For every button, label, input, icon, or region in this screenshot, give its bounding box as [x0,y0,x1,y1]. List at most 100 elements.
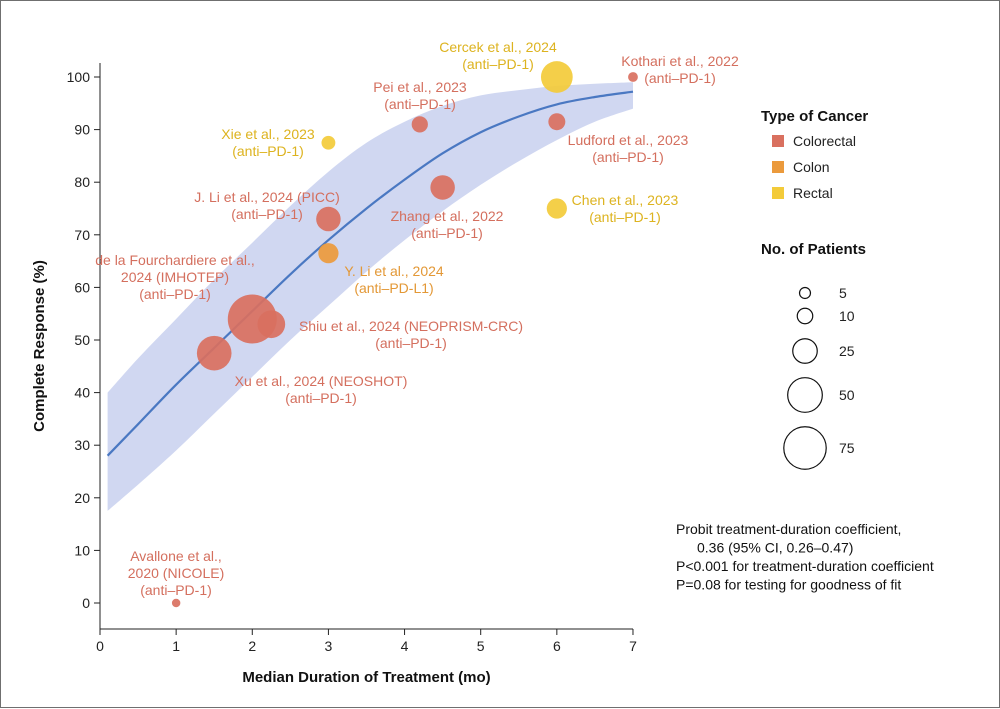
y-tick-label: 70 [74,227,90,243]
legend-size-label: 25 [839,343,855,359]
x-axis-title: Median Duration of Treatment (mo) [242,669,490,686]
legend-type-label: Colon [793,159,830,175]
study-label-line: (anti–PD-L1) [354,280,433,296]
y-tick-label: 100 [67,69,91,85]
study-labels: Avallone et al., 2020 (NICOLE) (anti–PD-1)… [95,39,739,598]
data-point [411,116,428,133]
x-tick-label: 1 [172,638,180,654]
study-label-line: (anti–PD-1) [140,582,212,598]
x-tick-label: 0 [96,638,104,654]
annotation-line: P<0.001 for treatment-duration coefficie… [676,558,934,574]
y-tick-label: 50 [74,332,90,348]
study-label-line: Shiu et al., 2024 (NEOPRISM-CRC) [299,318,523,334]
legend: Type of Cancer Colorectal Colon Rectal No. o… [761,108,868,470]
legend-size-circle [792,338,818,364]
study-label-line: J. Li et al., 2024 (PICC) [194,189,340,205]
annotation-line: 0.36 (95% CI, 0.26–0.47) [697,540,853,556]
legend-size-circle [783,426,827,470]
data-point [196,335,232,371]
legend-type-label: Colorectal [793,133,856,149]
study-label: J. Li et al., 2024 (PICC) (anti–PD-1) [194,189,340,222]
legend-size-circle [787,377,823,413]
x-tick-label: 2 [248,638,256,654]
data-points [171,61,638,608]
y-tick-label: 20 [74,490,90,506]
study-label: Kothari et al., 2022 (anti–PD-1) [621,53,739,86]
data-point [316,206,341,232]
study-label-line: de la Fourchardiere et al., [95,252,255,268]
study-label-line: (anti–PD-1) [384,96,456,112]
study-label-line: Ludford et al., 2023 [568,132,689,148]
data-point [318,243,339,264]
y-tick-label: 0 [82,595,90,611]
x-tick-label: 6 [553,638,561,654]
confidence-band-layer [107,82,634,511]
annotation-line: P=0.08 for testing for goodness of fit [676,577,901,593]
study-label-line: Y. Li et al., 2024 [344,263,444,279]
study-label-line: Pei et al., 2023 [373,79,467,95]
y-tick-label: 10 [74,542,90,558]
data-point [321,135,336,150]
study-label-line: (anti–PD-1) [411,225,483,241]
study-label: Chen et al., 2023 (anti–PD-1) [572,192,679,225]
study-label: Avallone et al., 2020 (NICOLE) (anti–PD-1) [128,548,224,598]
probit-fit-curve [106,90,634,457]
data-point [548,113,566,131]
study-label-line: (anti–PD-1) [139,286,211,302]
y-tick-label: 30 [74,437,90,453]
study-label-line: (anti–PD-1) [592,149,664,165]
fit-curve-layer [106,90,634,457]
data-point [628,72,638,82]
study-label-line: 2024 (IMHOTEP) [121,269,229,285]
study-label-line: Avallone et al., [130,548,222,564]
study-label: de la Fourchardiere et al., 2024 (IMHOTEP… [95,252,255,302]
y-tick-label: 90 [74,122,90,138]
legend-size-circle [798,286,812,300]
y-tick-label: 80 [74,174,90,190]
legend-swatch [772,187,784,199]
study-label: Pei et al., 2023 (anti–PD-1) [373,79,467,112]
legend-size-label: 75 [839,440,855,456]
legend-size-label: 50 [839,387,855,403]
study-label-line: Chen et al., 2023 [572,192,679,208]
legend-size-title: No. of Patients [761,241,866,258]
study-label-line: (anti–PD-1) [232,143,304,159]
study-label-line: 2020 (NICOLE) [128,565,224,581]
study-label-line: Zhang et al., 2022 [391,208,504,224]
data-point [171,598,181,608]
legend-size-label: 5 [839,285,847,301]
data-point [257,310,286,339]
x-tick-label: 4 [401,638,409,654]
x-tick-label: 3 [325,638,333,654]
confidence-band [107,82,634,511]
study-label-line: (anti–PD-1) [231,206,303,222]
annotation-line: Probit treatment-duration coefficient, [676,521,901,537]
legend-type-label: Rectal [793,185,833,201]
y-tick-label: 60 [74,279,90,295]
study-label-line: (anti–PD-1) [644,70,716,86]
study-label-line: Cercek et al., 2024 [439,39,557,55]
legend-size-label: 10 [839,308,855,324]
legend-type-title: Type of Cancer [761,108,868,125]
study-label-line: Xu et al., 2024 (NEOSHOT) [235,373,408,389]
study-label: Ludford et al., 2023 (anti–PD-1) [568,132,689,165]
study-label: Xie et al., 2023 (anti–PD-1) [221,126,315,159]
legend-swatch [772,135,784,147]
data-point [546,198,567,219]
study-label-line: Xie et al., 2023 [221,126,315,142]
x-tick-label: 7 [629,638,637,654]
study-label: Zhang et al., 2022 (anti–PD-1) [391,208,504,241]
x-tick-label: 5 [477,638,485,654]
legend-swatch [772,161,784,173]
study-label: Xu et al., 2024 (NEOSHOT) (anti–PD-1) [235,373,408,406]
study-label-line: (anti–PD-1) [285,390,357,406]
study-label: Y. Li et al., 2024 (anti–PD-L1) [344,263,444,296]
study-label: Cercek et al., 2024 (anti–PD-1) [439,39,557,72]
study-label-line: Kothari et al., 2022 [621,53,739,69]
statistics-annotation: Probit treatment-duration coefficient, 0.… [676,521,934,593]
data-point [540,61,573,93]
legend-size-circle [796,307,814,325]
axes: 0 10 20 30 40 50 60 70 80 90 100 0 1 2 3 4 5 6 7 Median Dur… [31,63,637,686]
